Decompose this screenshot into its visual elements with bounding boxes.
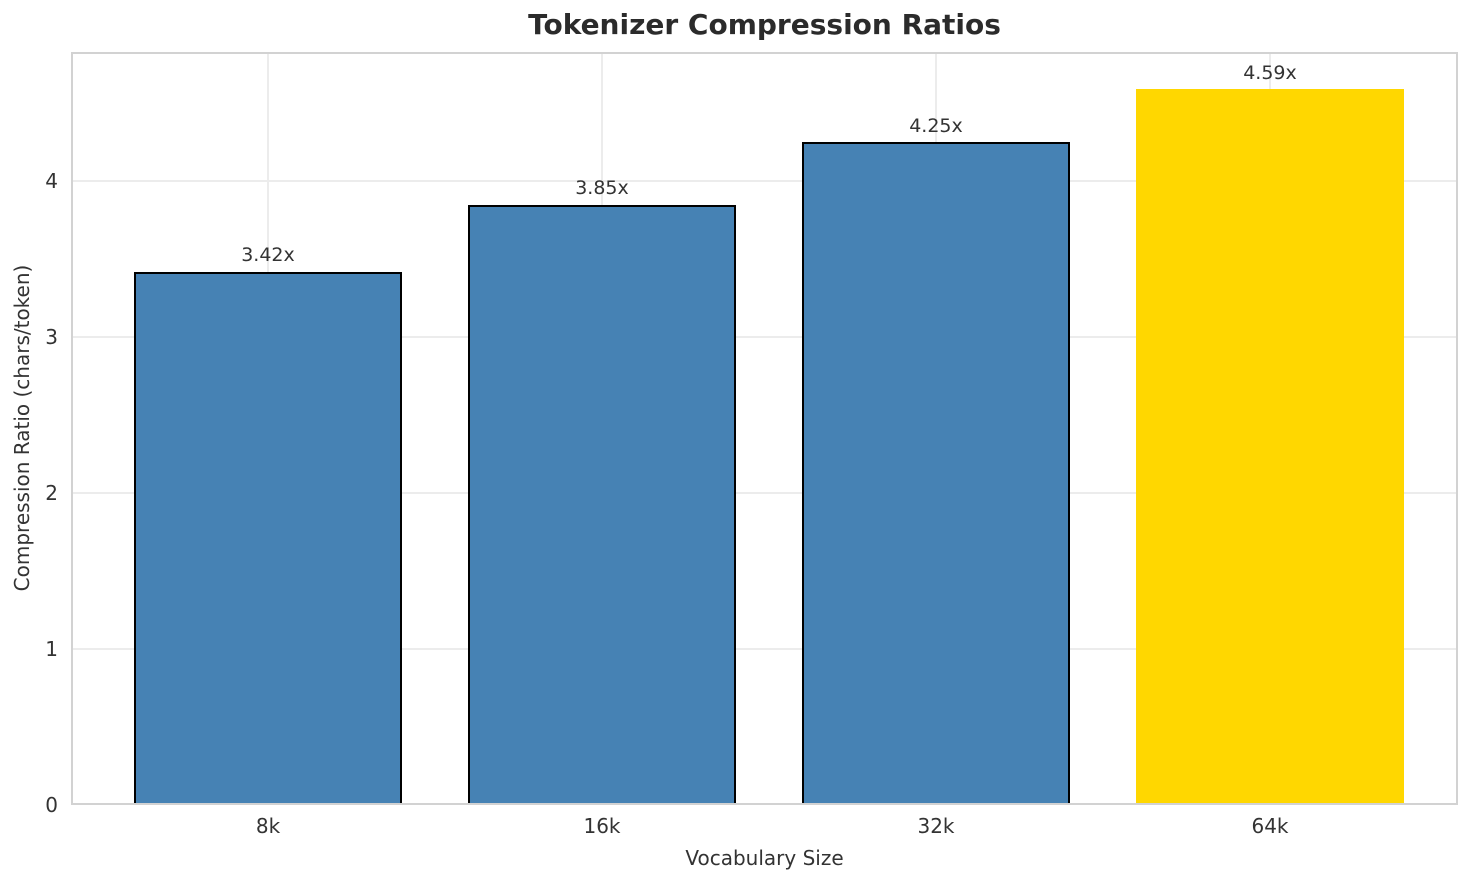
grid-line-horizontal — [71, 492, 1458, 495]
x-tick-label: 8k — [255, 814, 281, 838]
bar-value-label: 3.85x — [575, 177, 629, 199]
y-axis-label: Compression Ratio (chars/token) — [10, 264, 34, 592]
y-tick-label: 0 — [45, 793, 58, 817]
bar-value-label: 4.59x — [1243, 61, 1297, 84]
x-tick-label: 16k — [583, 814, 621, 838]
x-tick-label: 32k — [917, 814, 955, 838]
y-tick-label: 3 — [45, 325, 58, 350]
y-tick-label: 4 — [45, 169, 58, 194]
y-tick-label: 1 — [45, 637, 58, 662]
grid-line-horizontal — [71, 180, 1458, 183]
bar-value-label: 4.25x — [909, 114, 963, 137]
grid-line-horizontal — [71, 648, 1458, 651]
x-axis-label: Vocabulary Size — [685, 846, 844, 870]
plot-area: 3.42x 3.85x 4.25x 4.59x — [71, 52, 1458, 805]
grid-line-horizontal — [71, 336, 1458, 339]
y-tick-label: 2 — [45, 481, 58, 506]
chart-title: Tokenizer Compression Ratios — [528, 8, 1001, 41]
x-tick-label: 64k — [1251, 814, 1289, 838]
bar-16k — [468, 204, 736, 805]
bar-32k — [802, 142, 1070, 805]
bar-value-label: 3.42x — [241, 244, 295, 267]
bar-64k — [1136, 89, 1404, 805]
bar-8k — [134, 271, 402, 805]
